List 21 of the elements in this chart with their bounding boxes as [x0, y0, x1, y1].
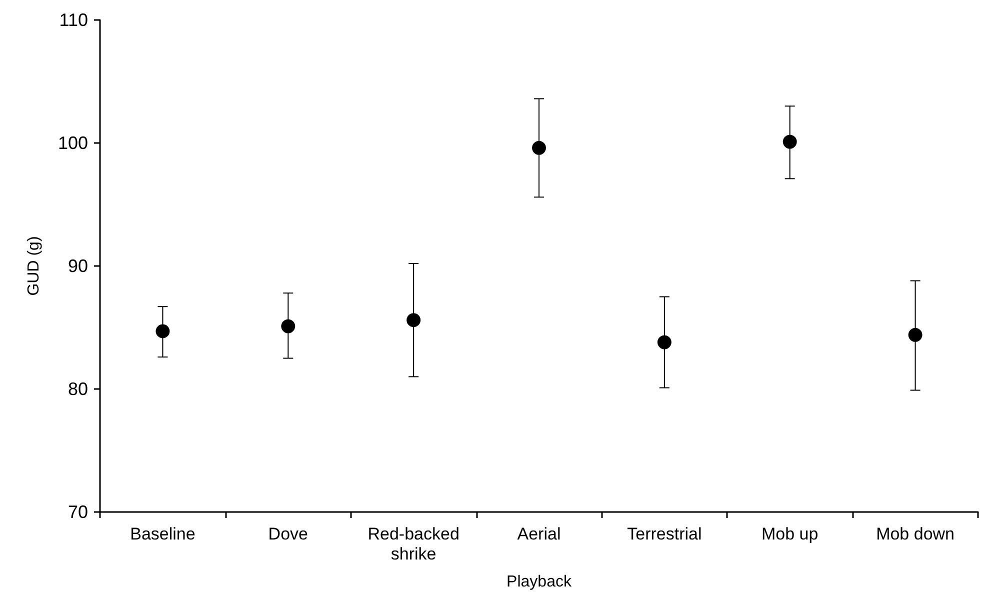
x-tick-label: Aerial	[517, 524, 561, 544]
x-tick-label: Terrestrial	[627, 524, 702, 544]
y-tick-label: 110	[59, 10, 88, 30]
y-tick-label: 90	[68, 256, 88, 276]
x-tick-label: Mob down	[876, 524, 955, 544]
y-axis-title: GUD (g)	[26, 236, 42, 296]
x-axis-title: Playback	[506, 574, 572, 590]
point	[281, 319, 296, 334]
point	[406, 313, 421, 328]
x-tick-label: Dove	[268, 524, 308, 544]
point	[657, 335, 672, 350]
y-tick-label: 100	[58, 133, 88, 153]
y-tick-label: 80	[68, 379, 88, 399]
x-tick-label: Baseline	[130, 524, 196, 544]
y-tick-label: 70	[68, 502, 88, 522]
x-tick-label: Mob up	[762, 524, 818, 544]
point	[782, 134, 797, 149]
point	[156, 324, 170, 338]
point	[908, 328, 922, 342]
point	[532, 140, 546, 155]
x-tick-label: Red-backed shrike	[368, 524, 460, 564]
